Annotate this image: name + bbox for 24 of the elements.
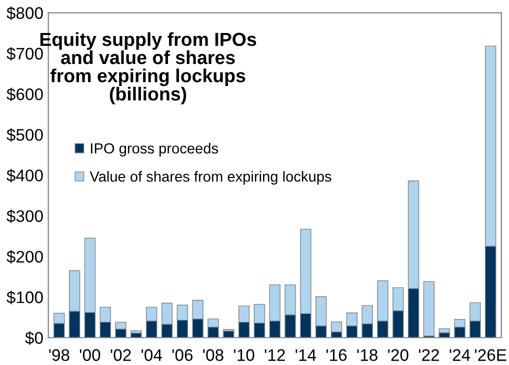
x-tick-label: '00 [80,349,100,361]
legend-label: IPO gross proceeds [91,142,218,156]
x-tick-label: '14 [296,349,316,361]
x-tick-label: '08 [203,349,224,361]
y-tick-label: $400 [6,168,43,182]
x-tick-label: '04 [142,349,162,361]
x-tick-label: '10 [234,349,254,361]
x-tick-label: '24 [450,349,470,361]
x-tick-label: '98 [49,349,70,361]
y-tick-label: $0 [25,331,43,345]
x-tick-label: '02 [110,349,131,361]
x-tick-label: '16 [326,349,347,361]
x-tick-label: '18 [357,349,378,361]
y-tick-label: $100 [6,290,43,304]
y-tick-label: $800 [6,6,43,20]
x-tick-label: '12 [264,349,285,361]
legend-label: Value of shares from expiring lockups [90,171,332,185]
x-tick-label: '22 [418,349,439,361]
x-tick-label: '26E [475,349,506,361]
x-tick-label: '06 [172,349,193,361]
y-tick-label: $200 [6,250,43,264]
y-tick-label: $300 [6,210,43,223]
x-tick-label: '20 [388,349,408,361]
y-tick-label: $500 [6,128,43,142]
